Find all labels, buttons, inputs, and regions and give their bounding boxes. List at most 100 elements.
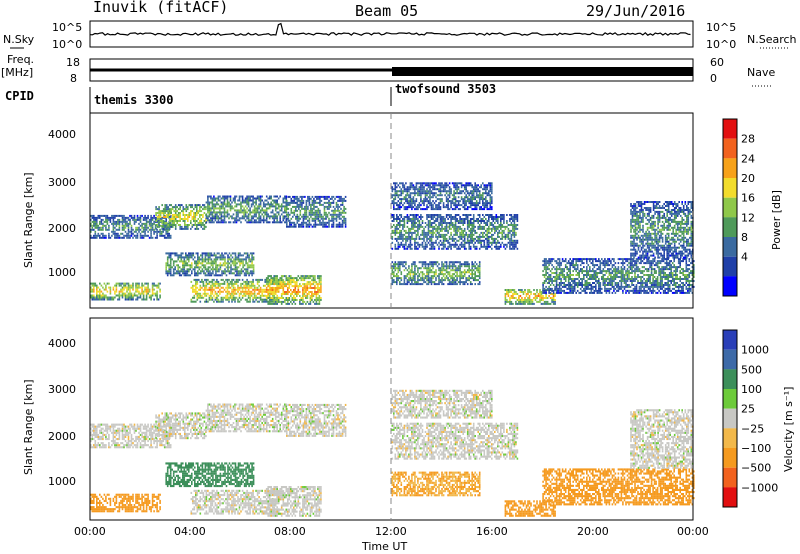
power-cell <box>424 190 427 193</box>
power-cell <box>100 298 103 301</box>
power-cell <box>402 227 404 230</box>
power-cell <box>491 206 493 209</box>
power-cell <box>409 200 412 203</box>
power-cell <box>268 217 271 220</box>
power-cell <box>304 217 306 220</box>
power-cell <box>420 233 422 236</box>
power-cell <box>447 247 449 250</box>
power-cell <box>108 236 110 239</box>
power-cell <box>472 225 475 228</box>
power-cell <box>489 235 492 238</box>
power-cell <box>234 252 237 255</box>
power-cell <box>96 220 98 223</box>
power-cell <box>315 297 318 299</box>
power-cell <box>396 218 398 220</box>
power-cell <box>296 285 298 288</box>
power-cell <box>277 211 280 214</box>
power-cell <box>184 227 186 230</box>
power-cell <box>216 221 218 224</box>
power-cell <box>243 286 245 289</box>
power-cell <box>214 290 217 293</box>
power-cell <box>429 243 431 246</box>
power-cell <box>435 214 437 216</box>
power-cell <box>296 217 299 220</box>
power-cell <box>326 197 329 200</box>
power-cell <box>417 241 419 244</box>
power-cell <box>421 222 424 224</box>
power-cell <box>127 284 130 287</box>
power-cell <box>427 241 430 244</box>
power-cell <box>309 283 312 286</box>
power-cell <box>114 292 116 295</box>
power-cell <box>265 215 268 218</box>
power-cell <box>230 258 232 261</box>
power-cell <box>198 296 200 299</box>
power-cell <box>408 218 410 220</box>
power-cell <box>233 260 235 263</box>
power-cell <box>459 243 461 246</box>
power-cell <box>219 266 222 269</box>
power-cell <box>510 239 513 242</box>
power-cell <box>393 198 395 201</box>
power-cell <box>300 279 303 282</box>
power-cell <box>255 201 257 204</box>
power-cell <box>220 217 223 220</box>
power-cell <box>185 260 187 263</box>
power-cell <box>438 231 440 234</box>
power-cell <box>488 192 490 195</box>
power-cell <box>268 221 271 224</box>
power-cell <box>408 188 410 191</box>
power-cell <box>394 218 397 220</box>
power-cell <box>120 214 122 217</box>
power-cell <box>298 205 300 208</box>
power-cell <box>453 237 455 240</box>
power-cell <box>445 233 448 236</box>
power-cell <box>291 293 294 295</box>
power-cell <box>190 212 192 214</box>
power-cell <box>255 221 257 224</box>
power-cell <box>438 206 440 209</box>
power-cell <box>400 235 403 238</box>
power-cell <box>498 235 501 238</box>
power-cell <box>436 231 439 234</box>
power-cell <box>221 272 223 275</box>
power-cell <box>165 214 168 216</box>
power-cell <box>334 211 336 214</box>
power-cell <box>412 283 415 286</box>
power-cell <box>421 279 424 282</box>
power-cell <box>166 226 169 229</box>
power-cell <box>412 202 415 205</box>
power-cell <box>193 212 195 214</box>
noise-search-label: N.Search <box>747 33 797 46</box>
power-cell <box>429 204 431 207</box>
power-cell <box>318 299 321 301</box>
power-cell <box>438 188 440 191</box>
power-cell <box>500 216 502 218</box>
power-cell <box>494 237 496 240</box>
power-cell <box>188 254 190 257</box>
power-cell <box>397 190 400 193</box>
power-cell <box>109 290 112 293</box>
power-cell <box>506 225 508 228</box>
power-cell <box>394 269 397 272</box>
power-cell <box>241 282 244 285</box>
power-cell <box>196 227 198 230</box>
power-cell <box>297 285 300 288</box>
power-cell <box>154 292 157 295</box>
power-cell <box>435 208 437 211</box>
power-cell <box>265 286 268 289</box>
power-cell <box>158 208 160 211</box>
power-cell <box>460 196 463 199</box>
power-cell <box>185 270 187 273</box>
power-cell <box>192 268 195 271</box>
power-cell <box>253 300 256 303</box>
power-cell <box>188 224 191 226</box>
power-cell <box>335 209 338 212</box>
power-cell <box>491 202 493 205</box>
power-cell <box>259 296 262 299</box>
power-cell <box>132 232 134 235</box>
power-cell <box>457 192 460 195</box>
power-cell <box>141 282 143 285</box>
power-cell <box>264 288 266 291</box>
power-cell <box>471 200 473 203</box>
